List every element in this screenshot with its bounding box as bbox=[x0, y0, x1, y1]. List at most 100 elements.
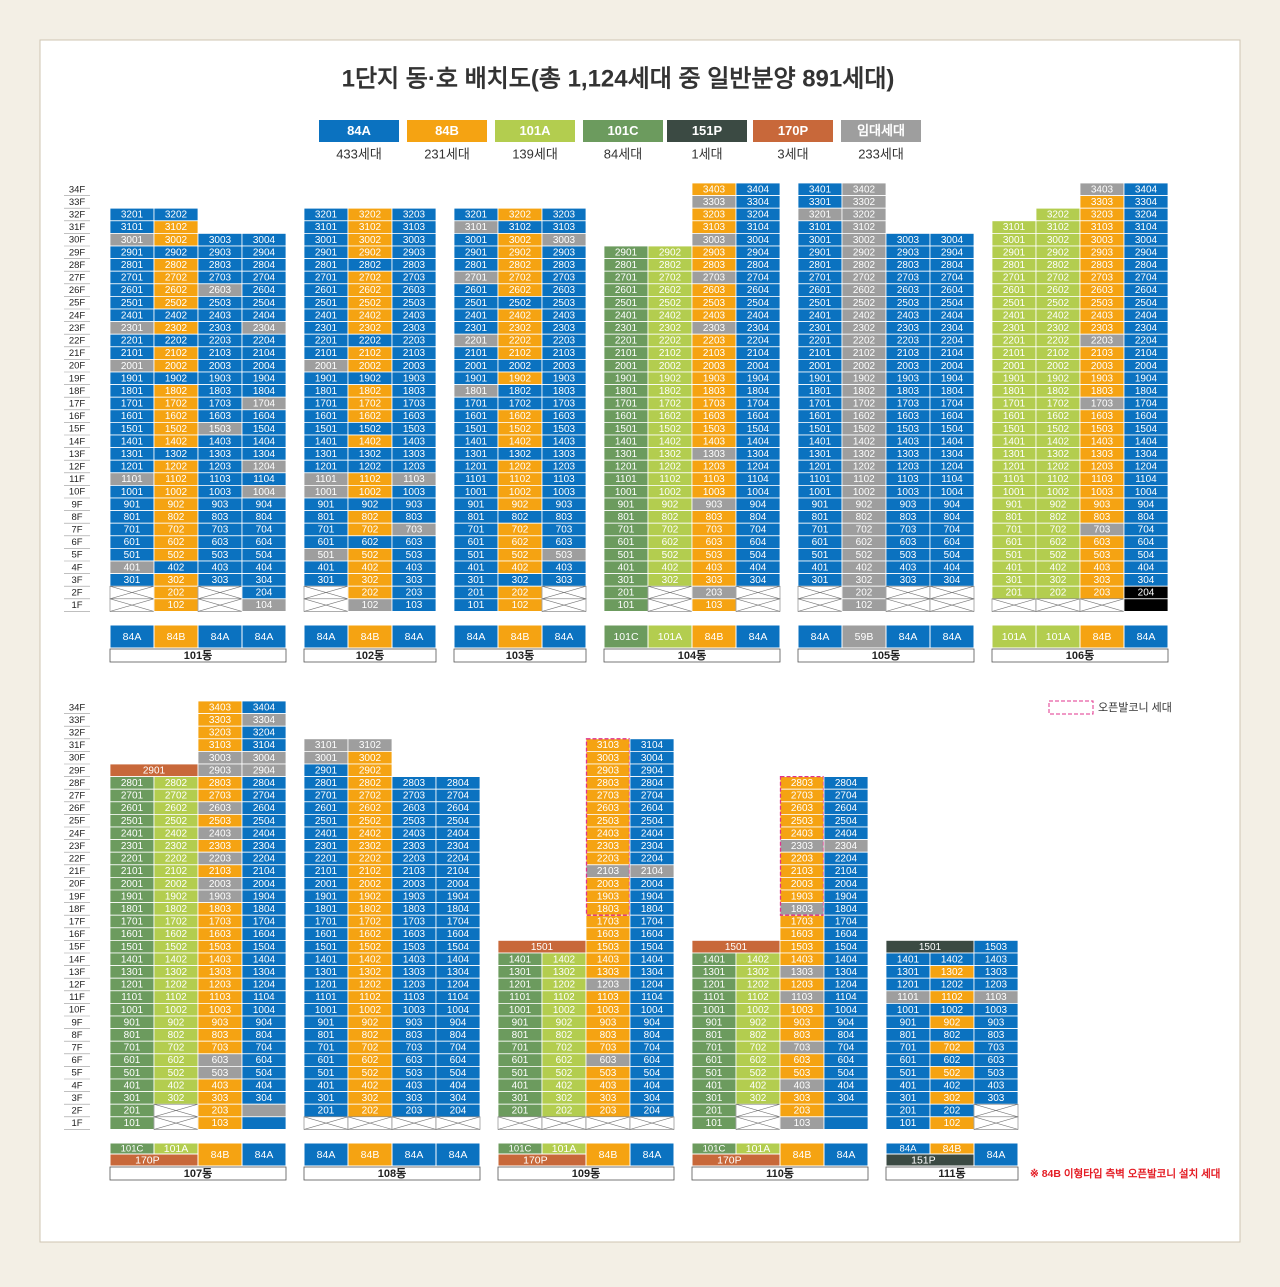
foot-type bbox=[823, 1142, 869, 1167]
unit-label: 603 bbox=[794, 1055, 811, 1066]
unit-label: 801 bbox=[706, 1030, 723, 1041]
unit-label: 1003 bbox=[209, 1005, 232, 1016]
unit-label: 903 bbox=[900, 499, 917, 510]
floor-label: 15F bbox=[69, 942, 86, 953]
unit-label: 1203 bbox=[209, 462, 232, 473]
unit-label: 1602 bbox=[359, 411, 382, 422]
foot-type-label: 101C bbox=[121, 1144, 144, 1155]
unit-label: 2903 bbox=[209, 247, 232, 258]
unit-label: 1303 bbox=[703, 449, 726, 460]
unit-label: 2504 bbox=[253, 298, 276, 309]
unit-label: 2301 bbox=[315, 841, 338, 852]
foot-type-label: 84B bbox=[943, 1143, 962, 1155]
unit-label: 2004 bbox=[835, 879, 858, 890]
unit-label: 602 bbox=[362, 1055, 379, 1066]
unit-label: 3103 bbox=[209, 740, 232, 751]
unit-label: 402 bbox=[512, 562, 529, 573]
foot-type-label: 84B bbox=[511, 631, 530, 643]
unit-label: 1402 bbox=[1047, 436, 1070, 447]
floor-label: 32F bbox=[69, 728, 86, 739]
floor-label: 24F bbox=[69, 310, 86, 321]
unit-label: 1903 bbox=[209, 373, 232, 384]
unit-label: 1304 bbox=[253, 449, 276, 460]
unit-label: 503 bbox=[212, 1068, 229, 1079]
unit-label: 204 bbox=[1138, 588, 1155, 599]
unit-label: 2104 bbox=[641, 866, 664, 877]
unit-label: 504 bbox=[256, 1068, 273, 1079]
unit-label: 2704 bbox=[641, 791, 664, 802]
unit-label: 201 bbox=[468, 588, 485, 599]
unit-label: 2903 bbox=[1091, 247, 1114, 258]
unit-label: 3003 bbox=[209, 235, 232, 246]
unit-label: 602 bbox=[662, 537, 679, 548]
unit-label: 1304 bbox=[941, 449, 964, 460]
unit-label: 1401 bbox=[897, 954, 920, 965]
unit-label: 1403 bbox=[209, 954, 232, 965]
legend-count: 84세대 bbox=[604, 146, 642, 161]
unit-label: 1901 bbox=[465, 373, 488, 384]
floor-label: 19F bbox=[69, 891, 86, 902]
unit-label: 704 bbox=[256, 1043, 273, 1054]
unit-label: 2802 bbox=[359, 260, 382, 271]
unit-label: 2002 bbox=[165, 361, 188, 372]
floor-label: 8F bbox=[71, 1030, 82, 1041]
unit-label: 2903 bbox=[597, 765, 620, 776]
unit-label: 401 bbox=[900, 1080, 917, 1091]
unit-label: 2402 bbox=[1047, 310, 1070, 321]
unit-label: 3303 bbox=[1091, 197, 1114, 208]
unit-label: 702 bbox=[856, 525, 873, 536]
unit-label: 3002 bbox=[1047, 235, 1070, 246]
unit-label: 2204 bbox=[835, 854, 858, 865]
unit-label: 702 bbox=[362, 1043, 379, 1054]
floor-label: 22F bbox=[69, 336, 86, 347]
unit-label: 602 bbox=[362, 537, 379, 548]
unit-label: 2902 bbox=[1047, 247, 1070, 258]
open-balcony-box bbox=[779, 775, 825, 916]
unit-label: 804 bbox=[1138, 512, 1155, 523]
floor-label: 5F bbox=[71, 550, 82, 561]
unit-label: 1701 bbox=[809, 399, 832, 410]
unit-label: 301 bbox=[318, 1093, 335, 1104]
unit-label: 2001 bbox=[809, 361, 832, 372]
unit-label: 1002 bbox=[1047, 487, 1070, 498]
unit-label: 2502 bbox=[853, 298, 876, 309]
unit-label: 1404 bbox=[253, 954, 276, 965]
empty-cross bbox=[629, 1116, 675, 1130]
unit-label: 102 bbox=[944, 1118, 961, 1129]
empty-cross bbox=[735, 598, 781, 612]
floor-label: 15F bbox=[69, 424, 86, 435]
unit-label: 302 bbox=[1050, 575, 1067, 586]
unit-label: 1902 bbox=[165, 373, 188, 384]
unit-label: 2402 bbox=[509, 310, 532, 321]
unit-label: 301 bbox=[618, 575, 635, 586]
unit-label: 1803 bbox=[553, 386, 576, 397]
unit-label: 1704 bbox=[747, 399, 770, 410]
unit-label: 801 bbox=[318, 1030, 335, 1041]
unit-label: 2003 bbox=[403, 879, 426, 890]
floor-label: 29F bbox=[69, 247, 86, 258]
unit-label: 1003 bbox=[897, 487, 920, 498]
unit-label: 1503 bbox=[553, 424, 576, 435]
unit-label: 1004 bbox=[835, 1005, 858, 1016]
floor-label: 27F bbox=[69, 791, 86, 802]
unit-label: 1801 bbox=[615, 386, 638, 397]
foot-type-label: 84A bbox=[211, 631, 230, 643]
unit-label: 2902 bbox=[659, 247, 682, 258]
unit-label: 1602 bbox=[359, 929, 382, 940]
unit-label: 3001 bbox=[465, 235, 488, 246]
unit-label: 1703 bbox=[791, 917, 814, 928]
unit-label: 2103 bbox=[209, 348, 232, 359]
unit-label: 2503 bbox=[1091, 298, 1114, 309]
unit-label: 3403 bbox=[703, 184, 726, 195]
unit-cell bbox=[823, 1103, 869, 1118]
unit-label: 1702 bbox=[359, 917, 382, 928]
unit-label: 302 bbox=[168, 1093, 185, 1104]
unit-label: 2502 bbox=[1047, 298, 1070, 309]
unit-label: 1302 bbox=[747, 967, 770, 978]
unit-label: 2202 bbox=[359, 336, 382, 347]
unit-label: 1403 bbox=[403, 954, 426, 965]
unit-label: 1003 bbox=[1091, 487, 1114, 498]
unit-label: 2102 bbox=[1047, 348, 1070, 359]
unit-label: 1401 bbox=[509, 954, 532, 965]
